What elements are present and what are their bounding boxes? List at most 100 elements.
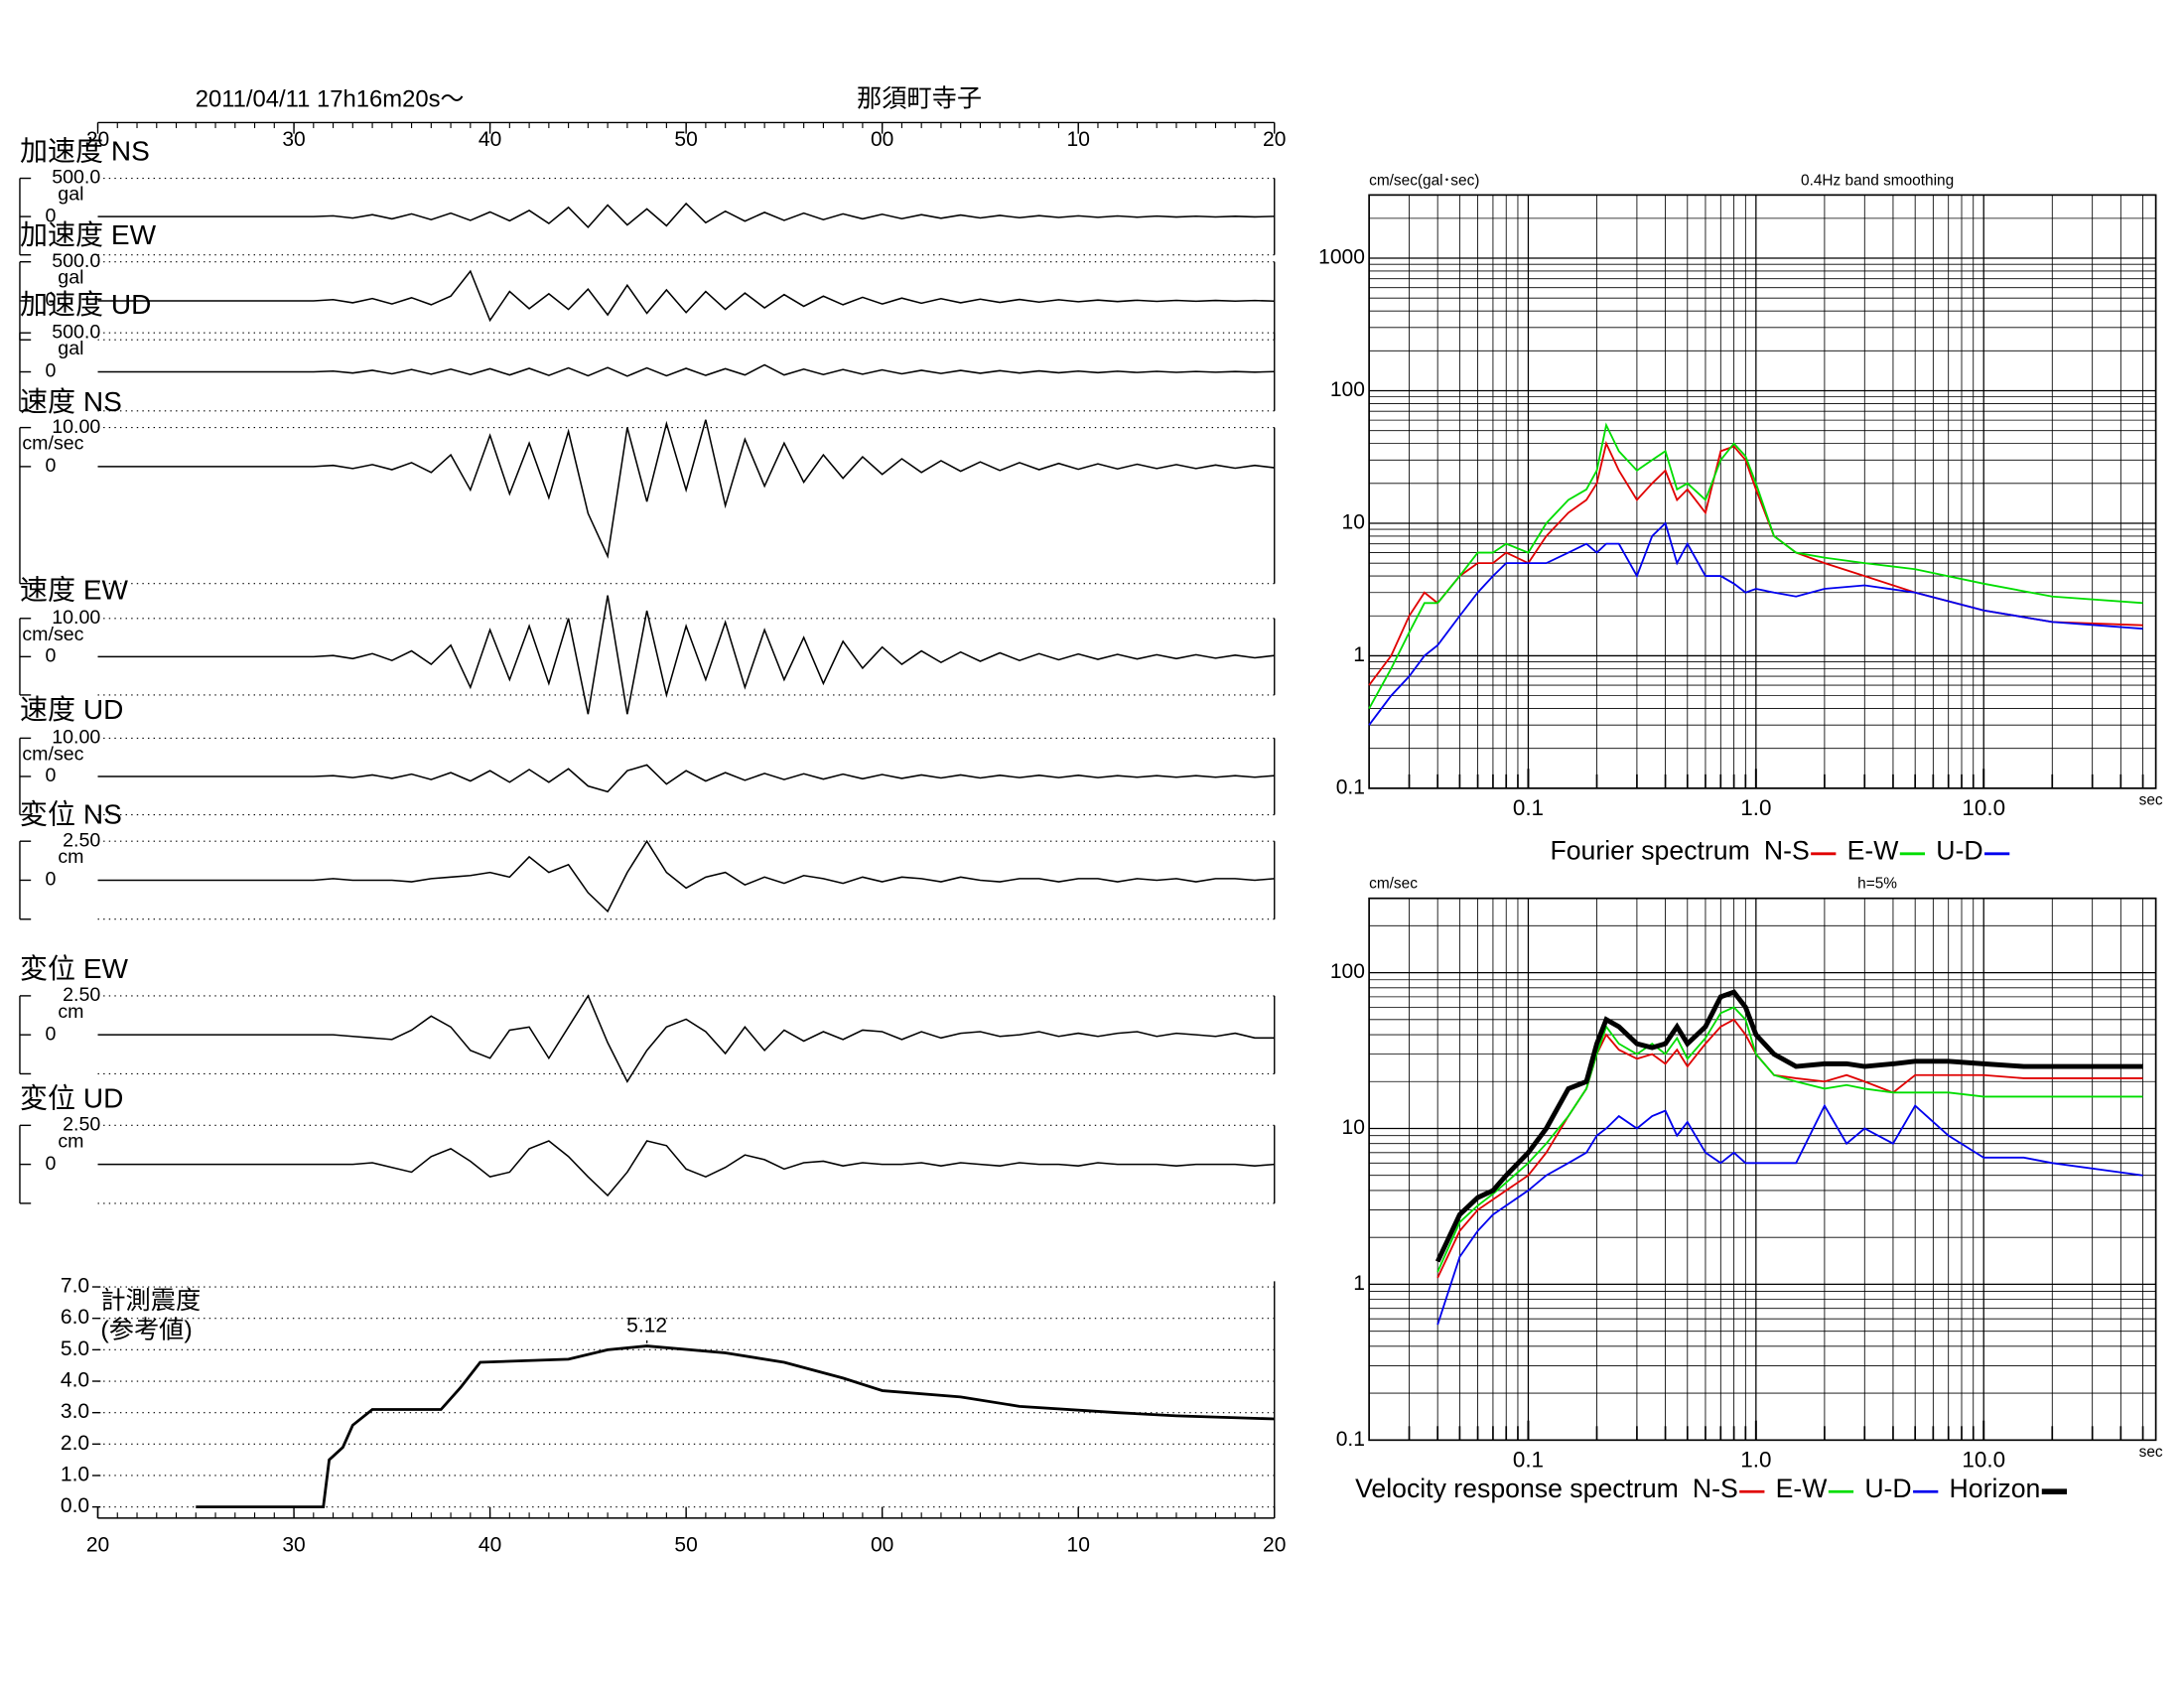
legend-title: Velocity response spectrum <box>1355 1474 1679 1503</box>
x-tick-label: 50 <box>674 128 697 151</box>
peak-label: 5.12 <box>626 1314 667 1336</box>
panel-label: 加速度 NS <box>20 136 150 167</box>
y-tick-label: 100 <box>1330 960 1365 983</box>
panel-label: 速度 EW <box>20 575 129 606</box>
x-tick-label: 10.0 <box>1962 795 2005 820</box>
x-tick-label: 20 <box>1263 1533 1286 1556</box>
y-tick-label: 100 <box>1330 378 1365 401</box>
y-tick-label: 0 <box>46 1023 57 1045</box>
y-tick-label: 7.0 <box>61 1275 89 1298</box>
waveform <box>97 1140 1275 1197</box>
y-tick-label: 0 <box>46 1153 57 1175</box>
x-tick-label: 50 <box>674 1533 697 1556</box>
x-tick-label: 10 <box>1067 128 1090 151</box>
spectrum-line <box>1436 1103 2143 1326</box>
x-tick-label: 20 <box>86 1533 109 1556</box>
x-tick-label: 30 <box>282 1533 305 1556</box>
spectrum-line <box>1436 1018 2143 1279</box>
unit-label: cm/sec <box>22 743 83 765</box>
waveform <box>97 269 1275 323</box>
panel-label: 速度 UD <box>20 694 123 725</box>
spectrum-line <box>1368 422 2143 709</box>
panel-label: 変位 EW <box>20 953 129 984</box>
y-axis-label: cm/sec(gal･sec) <box>1369 172 1479 189</box>
intensity-line <box>196 1344 1275 1509</box>
y-tick-label: 2.0 <box>61 1432 89 1455</box>
x-tick-label: 00 <box>871 128 893 151</box>
waveform <box>97 419 1275 559</box>
x-tick-label: 0.1 <box>1513 1447 1544 1472</box>
panel-label: 変位 NS <box>20 798 122 829</box>
y-tick-label: 0 <box>46 645 57 667</box>
panel-label: 速度 NS <box>20 386 122 417</box>
unit-label: gal <box>58 184 83 206</box>
legend-label: U-D <box>1936 835 1982 865</box>
x-tick-label: 1.0 <box>1740 795 1771 820</box>
x-axis-label: sec <box>2139 1444 2163 1461</box>
unit-label: cm <box>58 1130 83 1152</box>
y-tick-label: 500.0 <box>52 321 100 343</box>
legend-label: E-W <box>1776 1474 1829 1503</box>
y-tick-label: 0.1 <box>1336 1428 1365 1451</box>
y-tick-label: 0 <box>46 289 57 311</box>
y-tick-label: 10 <box>1342 1116 1365 1139</box>
unit-label: cm <box>58 846 83 868</box>
spectrum-line <box>1368 521 2143 726</box>
unit-label: gal <box>58 338 83 359</box>
waveform <box>97 839 1275 914</box>
x-tick-label: 0.1 <box>1513 795 1544 820</box>
waveform <box>97 595 1275 715</box>
panel-label: 加速度 EW <box>20 219 157 250</box>
x-tick-label: 20 <box>1263 128 1286 151</box>
y-tick-label: 0 <box>46 205 57 226</box>
unit-label: gal <box>58 267 83 289</box>
legend-label: U-D <box>1864 1474 1911 1503</box>
x-tick-label: 10 <box>1067 1533 1090 1556</box>
legend-label: N-S <box>1693 1474 1738 1503</box>
x-tick-label: 30 <box>282 128 305 151</box>
x-tick-label: 00 <box>871 1533 893 1556</box>
unit-label: cm/sec <box>22 433 83 455</box>
waveform <box>97 994 1275 1083</box>
y-tick-label: 500.0 <box>52 250 100 272</box>
x-tick-label: 10.0 <box>1962 1447 2005 1472</box>
y-tick-label: 6.0 <box>61 1306 89 1329</box>
x-tick-label: 1.0 <box>1740 1447 1771 1472</box>
legend-label: N-S <box>1764 835 1810 865</box>
panel-label: 加速度 UD <box>20 289 151 320</box>
y-tick-label: 0.0 <box>61 1494 89 1517</box>
y-tick-label: 1000 <box>1318 246 1365 269</box>
y-tick-label: 1 <box>1353 1272 1365 1295</box>
y-tick-label: 10.00 <box>52 607 100 629</box>
chart-title: h=5% <box>1857 876 1897 893</box>
y-tick-label: 2.50 <box>63 984 100 1006</box>
chart-subtitle: 那須町寺子 <box>857 85 982 113</box>
y-tick-label: 0 <box>46 869 57 891</box>
y-tick-label: 3.0 <box>61 1400 89 1423</box>
waveform <box>97 363 1275 377</box>
y-tick-label: 0.1 <box>1336 775 1365 798</box>
y-tick-label: 2.50 <box>63 829 100 851</box>
y-tick-label: 1.0 <box>61 1464 89 1486</box>
waveform <box>97 202 1275 229</box>
spectrum-line <box>1434 989 2143 1263</box>
x-tick-label: 20 <box>86 128 109 151</box>
y-axis-label: (参考値) <box>100 1317 193 1344</box>
y-axis-label: 計測震度 <box>100 1287 201 1315</box>
legend-title: Fourier spectrum <box>1550 835 1749 865</box>
panel-label: 変位 UD <box>20 1082 123 1113</box>
x-tick-label: 40 <box>478 128 501 151</box>
y-tick-label: 0 <box>46 360 57 382</box>
x-axis-label: sec <box>2139 792 2163 809</box>
unit-label: cm/sec <box>22 624 83 645</box>
unit-label: cm <box>58 1001 83 1023</box>
x-tick-label: 40 <box>478 1533 501 1556</box>
y-tick-label: 2.50 <box>63 1114 100 1136</box>
y-axis-label: cm/sec <box>1369 876 1418 893</box>
chart-title: 2011/04/11 17h16m20s～ <box>196 85 465 112</box>
spectrum-line <box>1368 440 2143 686</box>
y-tick-label: 5.0 <box>61 1337 89 1360</box>
y-tick-label: 1 <box>1353 643 1365 666</box>
